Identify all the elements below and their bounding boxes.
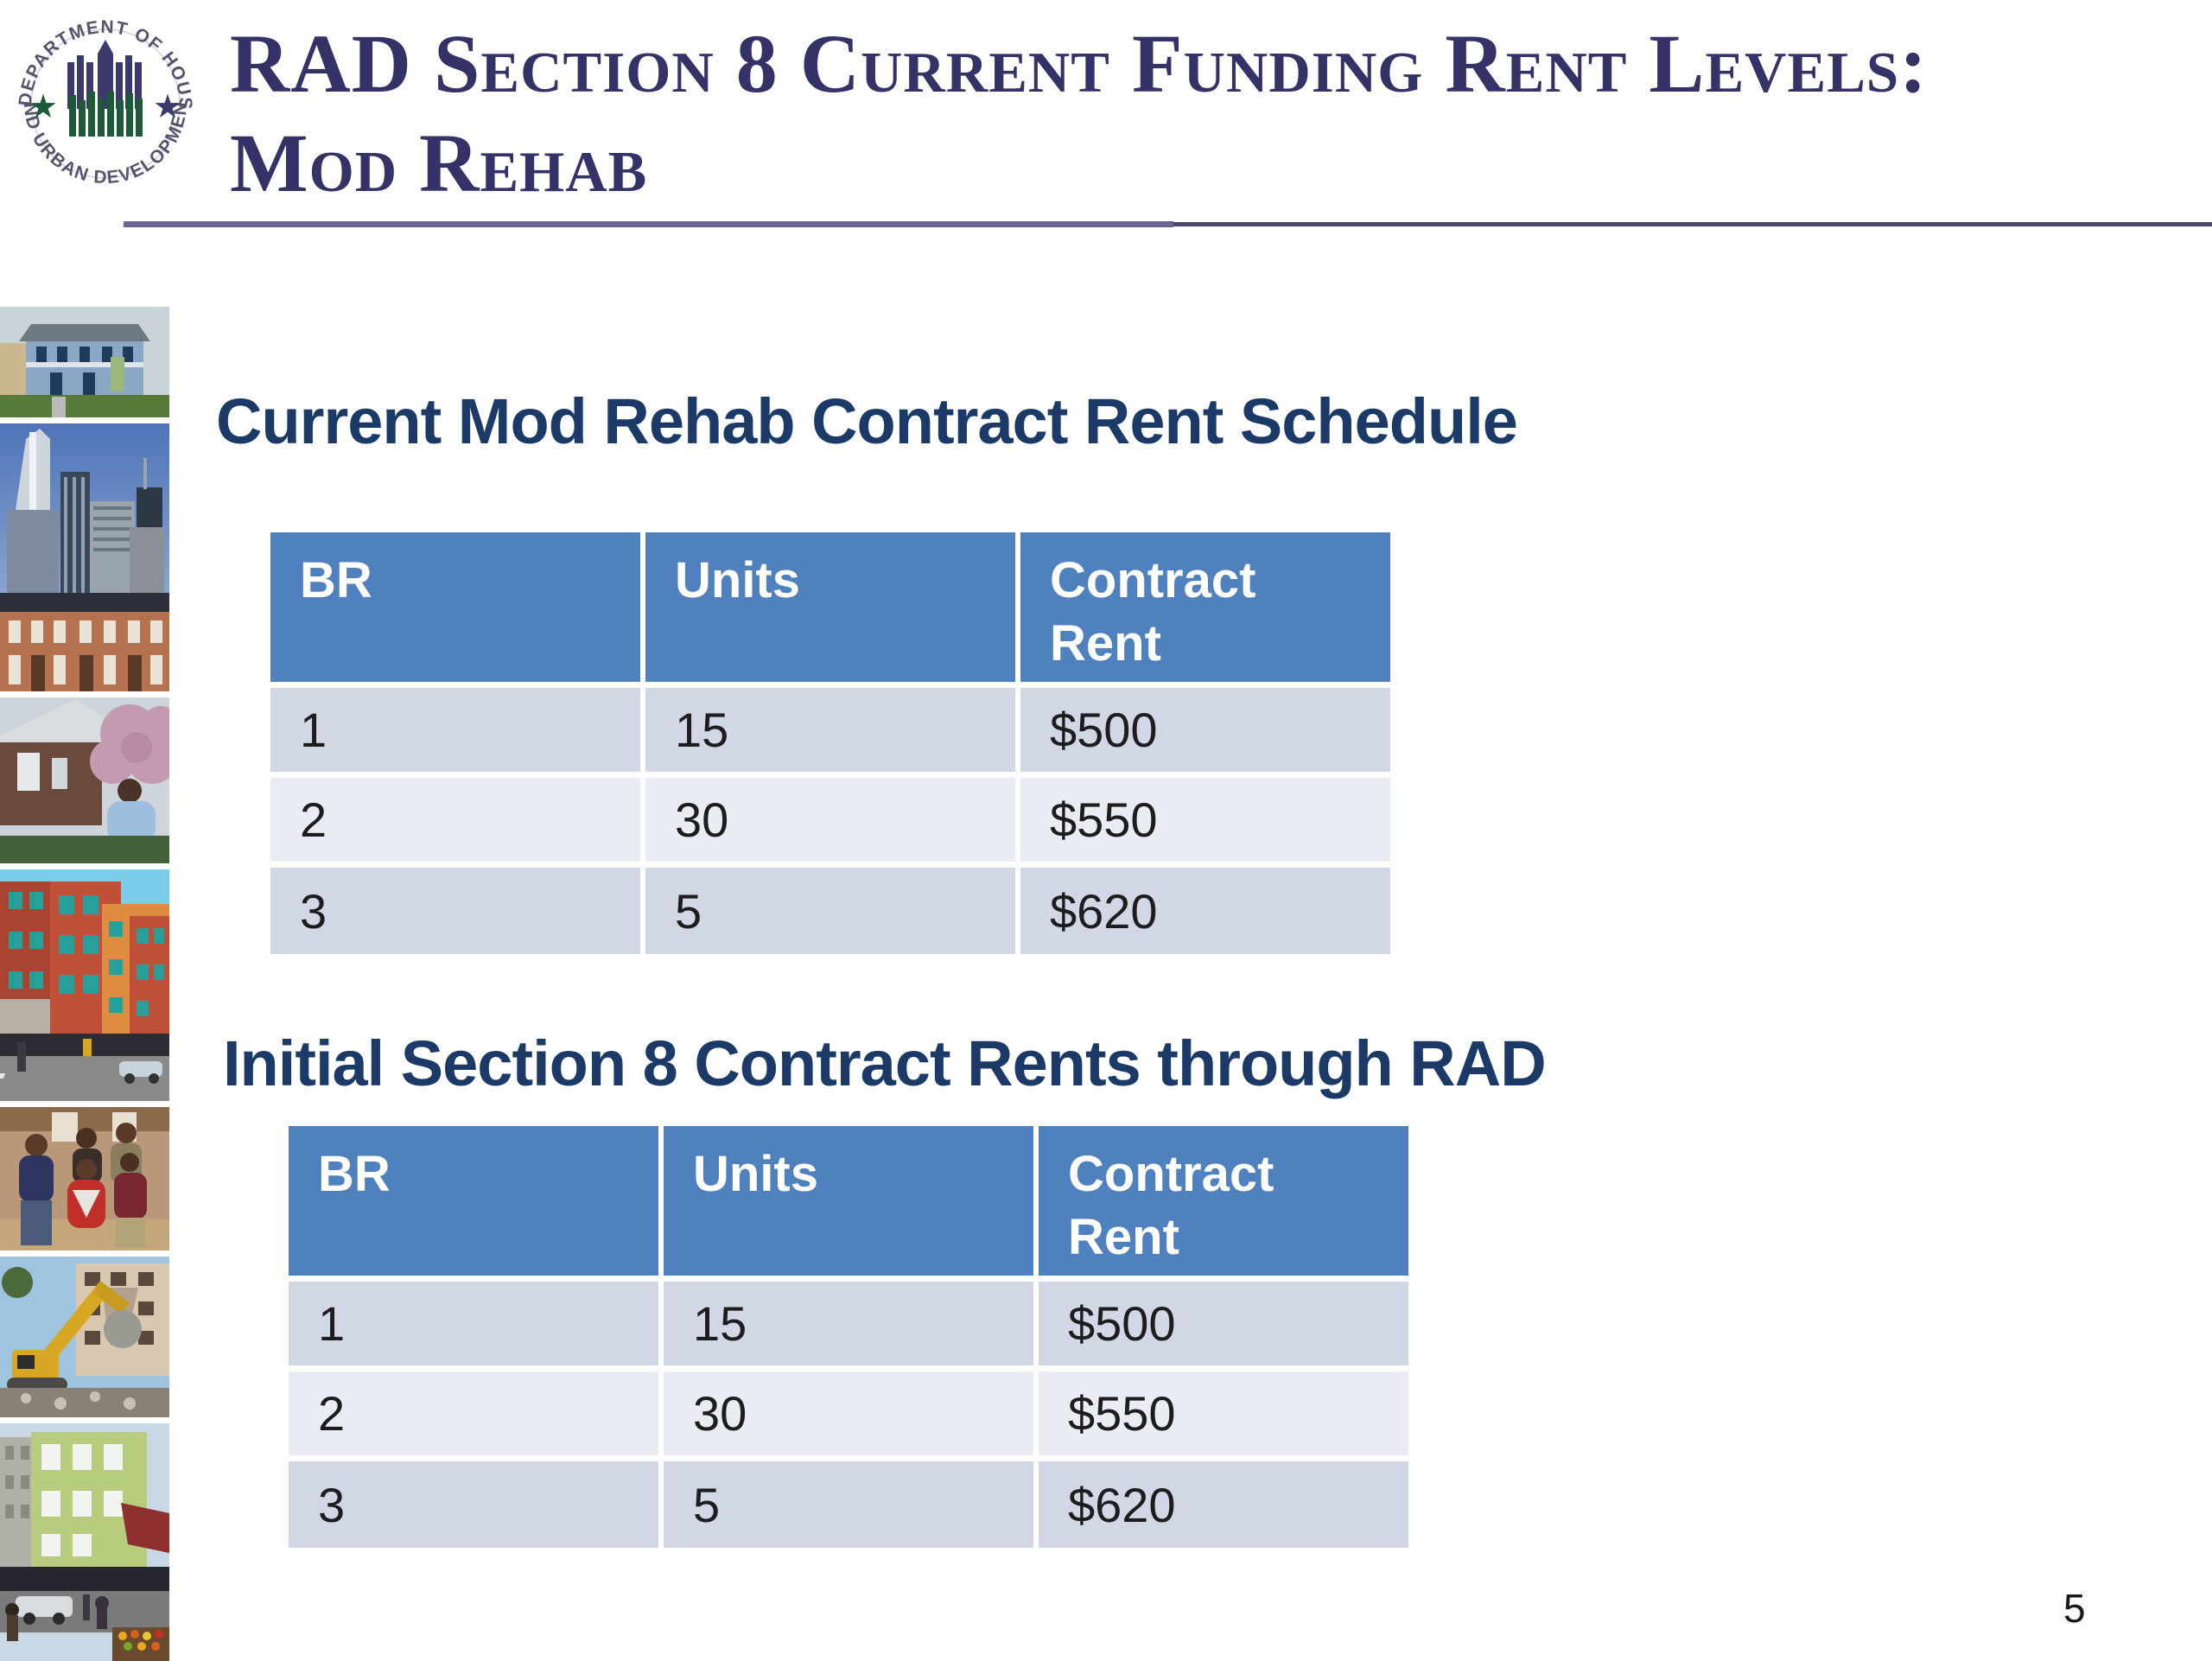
hud-logo: U.S.DEPARTMENT OF HOUSING AND URBAN DEVE… [7, 3, 201, 200]
table-header-row: BR Units Contract Rent [270, 532, 1390, 682]
page-title: RAD Section 8 Current Funding Rent Level… [230, 14, 2131, 213]
table-cell-units: 5 [645, 868, 1015, 954]
page-title-line1: RAD Section 8 Current Funding Rent Level… [230, 17, 1929, 110]
column-header-contract-rent: Contract Rent [1020, 532, 1390, 682]
table-cell-units: 15 [664, 1282, 1033, 1365]
table-cell-br: 2 [289, 1371, 658, 1455]
table-row: 3 5 $620 [270, 868, 1390, 954]
table-row: 2 30 $550 [270, 778, 1390, 862]
right-star-icon: ★ [153, 89, 182, 125]
table-cell-br: 3 [270, 868, 640, 954]
table-row: 3 5 $620 [289, 1461, 1408, 1548]
table-header-row: BR Units Contract Rent [289, 1126, 1408, 1276]
table-cell-br: 3 [289, 1461, 658, 1548]
photo-blue-house [0, 307, 169, 417]
table-row: 1 15 $500 [289, 1282, 1408, 1365]
seal-inner-ring [30, 29, 181, 179]
photo-demolition-excavator [0, 1257, 169, 1417]
page-number: 5 [2063, 1586, 2086, 1631]
table-cell-units: 30 [664, 1371, 1033, 1455]
table-row: 2 30 $550 [289, 1371, 1408, 1455]
rent-table-initial: BR Units Contract Rent 1 15 $500 2 30 $5… [289, 1126, 1408, 1548]
table-cell-units: 5 [664, 1461, 1033, 1548]
section-heading-initial-rents: Initial Section 8 Contract Rents through… [223, 1028, 1547, 1099]
table-cell-rent: $550 [1020, 778, 1390, 862]
photo-strip [0, 307, 169, 1661]
photo-city-skyline [0, 423, 169, 691]
table-cell-rent: $620 [1039, 1461, 1408, 1548]
left-star-icon: ★ [29, 89, 58, 125]
table-cell-rent: $620 [1020, 868, 1390, 954]
table-cell-units: 30 [645, 778, 1015, 862]
table-cell-rent: $550 [1039, 1371, 1408, 1455]
table-cell-units: 15 [645, 688, 1015, 772]
photo-orange-building [0, 869, 169, 1101]
table-cell-br: 2 [270, 778, 640, 862]
table-cell-br: 1 [289, 1282, 658, 1365]
photo-family-group [0, 1107, 169, 1251]
section-heading-current-schedule: Current Mod Rehab Contract Rent Schedule [216, 385, 1518, 457]
column-header-units: Units [645, 532, 1015, 682]
title-underline [124, 221, 1173, 227]
photo-house-tree-person [0, 697, 169, 863]
photo-green-building [0, 1423, 169, 1661]
page-title-line2: Mod Rehab [230, 117, 648, 210]
column-header-units: Units [664, 1126, 1033, 1276]
column-header-br: BR [270, 532, 640, 682]
column-header-contract-rent: Contract Rent [1039, 1126, 1408, 1276]
table-cell-rent: $500 [1020, 688, 1390, 772]
building-icon [67, 40, 142, 109]
table-cell-br: 1 [270, 688, 640, 772]
column-header-br: BR [289, 1126, 658, 1276]
title-underline-thin [1173, 222, 2212, 226]
rent-table-current: BR Units Contract Rent 1 15 $500 2 30 $5… [270, 532, 1390, 954]
table-cell-rent: $500 [1039, 1282, 1408, 1365]
table-row: 1 15 $500 [270, 688, 1390, 772]
